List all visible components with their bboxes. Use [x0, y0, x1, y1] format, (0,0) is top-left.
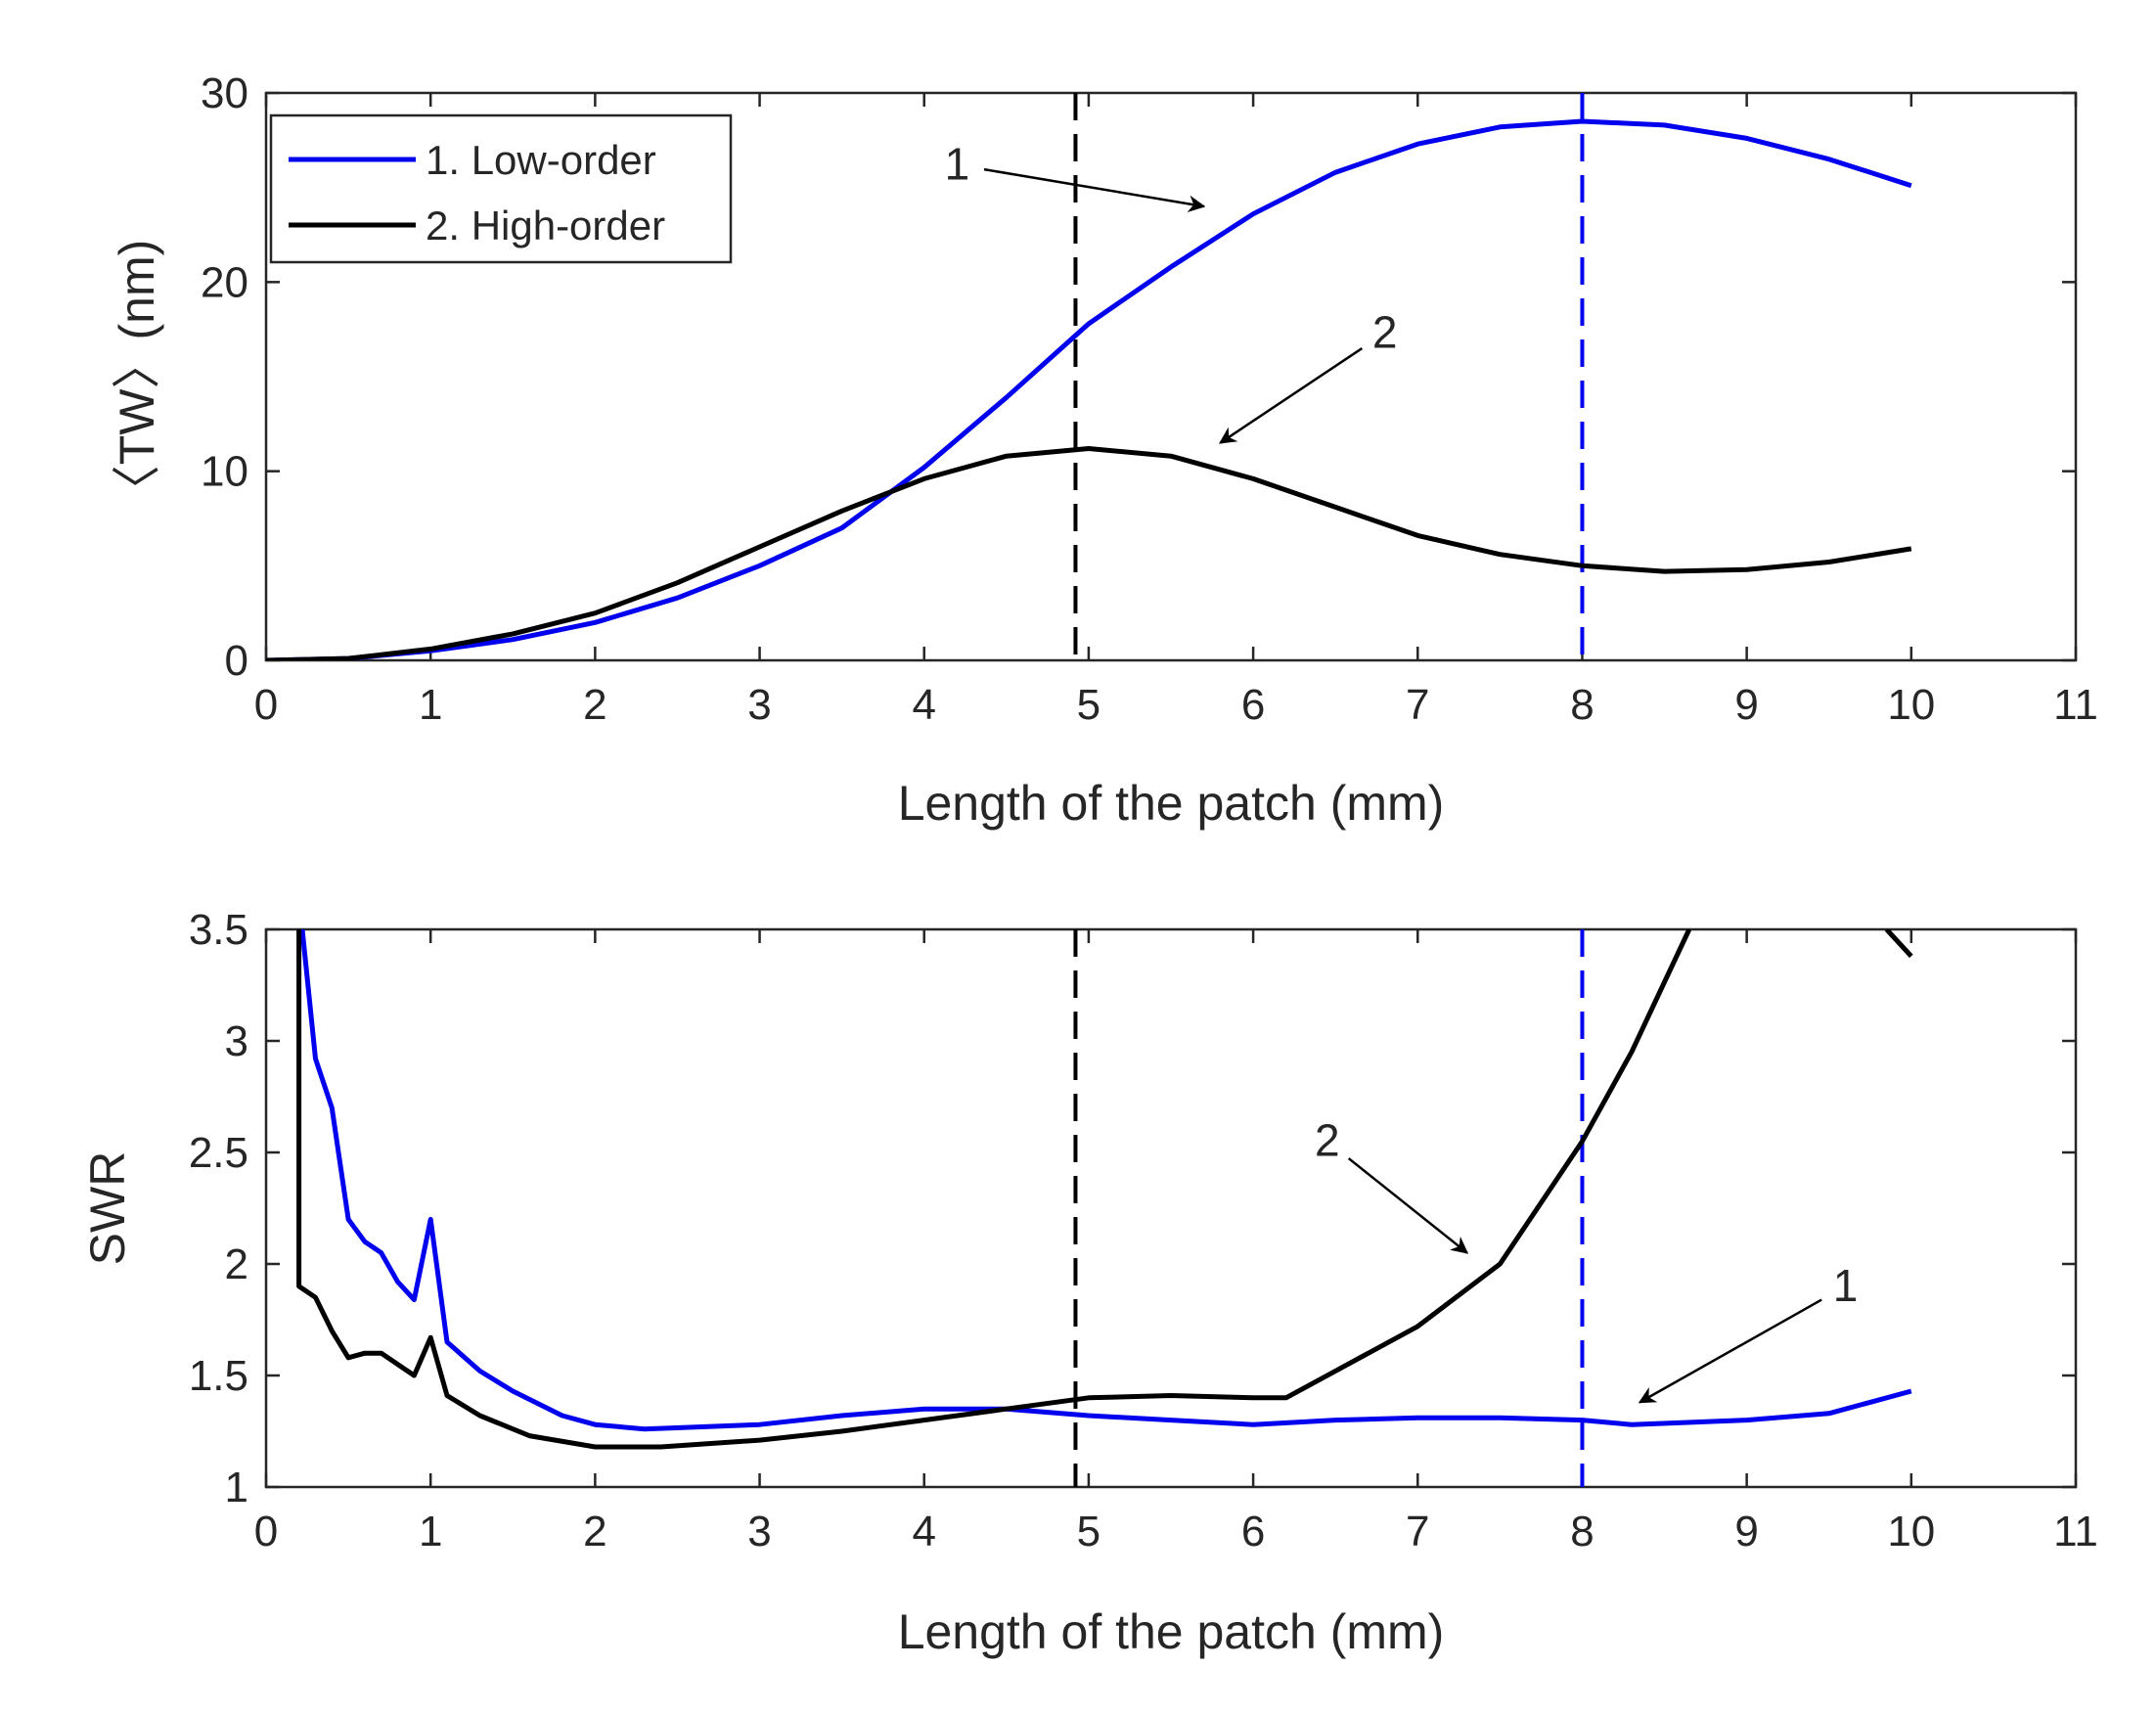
bottom-reference-lines [1073, 929, 1585, 1487]
bottom-annotation-label: 2 [1315, 1115, 1340, 1166]
legend-label-high-order: 2. High-order [426, 203, 665, 248]
bottom-series-high-order-tail-line [1884, 929, 1913, 959]
bottom-x-tick-label: 4 [912, 1508, 935, 1555]
bottom-x-tick-label: 8 [1570, 1508, 1594, 1555]
top-x-tick-label: 3 [747, 681, 771, 729]
bottom-x-tick-label: 11 [2053, 1508, 2098, 1555]
bottom-annotations: 21 [1315, 1115, 1859, 1404]
top-y-tick-label: 10 [201, 448, 248, 496]
top-x-axis-label: Length of the patch (mm) [898, 776, 1445, 831]
bottom-x-axis-label: Length of the patch (mm) [898, 1604, 1445, 1659]
top-series-low-order-line [266, 118, 1912, 660]
bottom-x-tick-label: 7 [1406, 1508, 1429, 1555]
bottom-y-tick-label: 3.5 [189, 906, 248, 954]
bottom-x-tick-label: 9 [1734, 1508, 1758, 1555]
bottom-y-tick-label: 3 [225, 1017, 248, 1065]
top-x-tick-label: 8 [1570, 681, 1594, 729]
bottom-x-tick-label: 10 [1887, 1508, 1935, 1555]
bottom-annotation-label: 1 [1833, 1260, 1859, 1311]
bottom-y-axis-label: SWR [80, 1151, 135, 1266]
top-x-tick-label: 9 [1734, 681, 1758, 729]
bottom-x-tick-label: 1 [419, 1508, 442, 1555]
top-y-tick-label: 20 [201, 258, 248, 306]
bottom-x-tick-label: 5 [1077, 1508, 1100, 1555]
top-y-tick-label: 30 [201, 69, 248, 117]
bottom-x-tick-label: 3 [747, 1508, 771, 1555]
legend-box [269, 113, 733, 264]
bottom-series-low-order-line [299, 929, 1912, 1432]
top-x-tick-label: 11 [2053, 681, 2098, 729]
top-x-tick-label: 10 [1887, 681, 1935, 729]
top-annotation-arrow [1218, 347, 1364, 444]
top-annotation-label: 2 [1372, 307, 1398, 358]
bottom-y-tick-label: 1.5 [189, 1352, 248, 1400]
top-x-tick-label: 5 [1077, 681, 1100, 729]
top-series-lines [266, 118, 1912, 660]
top-x-tick-label: 7 [1406, 681, 1429, 729]
bottom-x-tick-label: 2 [583, 1508, 606, 1555]
bottom-x-tick-label: 6 [1241, 1508, 1265, 1555]
legend-label-low-order: 1. Low-order [426, 137, 656, 183]
bottom-y-tick-label: 2.5 [189, 1129, 248, 1177]
top-x-tick-label: 2 [583, 681, 606, 729]
bottom-x-tick-label: 0 [254, 1508, 278, 1555]
top-annotation-label: 1 [945, 138, 970, 189]
top-annotations: 12 [945, 138, 1398, 444]
top-y-tick-label: 0 [225, 637, 248, 685]
top-x-tick-label: 0 [254, 681, 278, 729]
bottom-annotation-arrow [1347, 1157, 1469, 1254]
top-y-axis-label: 〈TW〉(nm) [110, 240, 164, 515]
top-x-tick-label: 4 [912, 681, 935, 729]
legend: 1. Low-order 2. High-order [269, 113, 733, 264]
bottom-y-tick-label: 2 [225, 1240, 248, 1288]
top-x-tick-label: 1 [419, 681, 442, 729]
bottom-y-tick-label: 1 [225, 1464, 248, 1511]
bottom-annotation-arrow [1638, 1298, 1822, 1404]
top-series-high-order-line [266, 446, 1912, 660]
top-annotation-arrow [983, 167, 1206, 213]
top-x-tick-label: 6 [1241, 681, 1265, 729]
bottom-series-high-order-line [296, 929, 1692, 1450]
bottom-series-lines [296, 929, 1913, 1450]
